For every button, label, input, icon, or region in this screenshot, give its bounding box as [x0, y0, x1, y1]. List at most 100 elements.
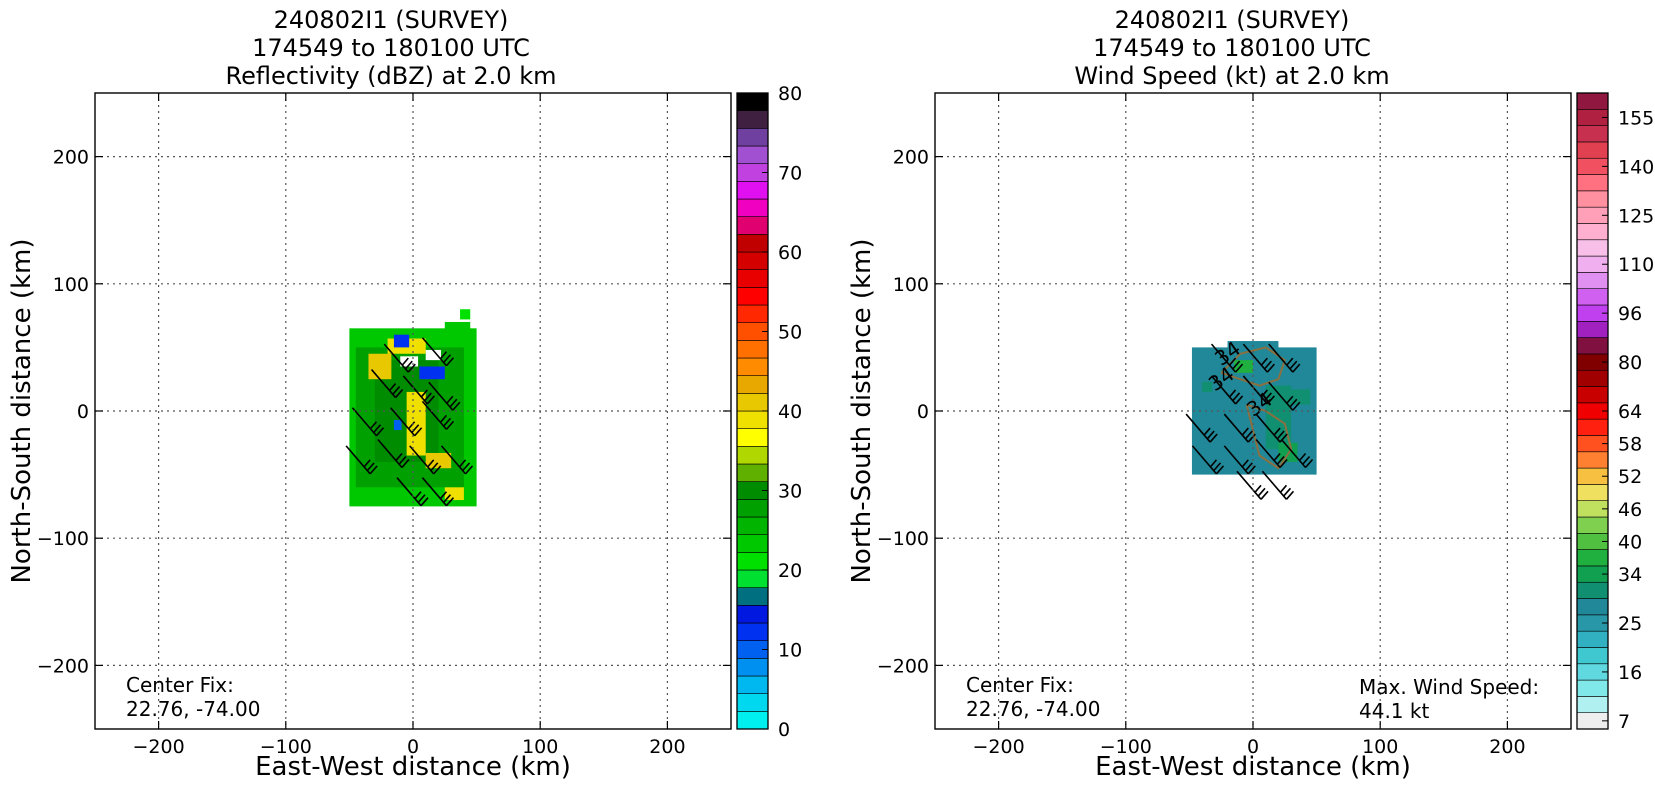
wind-gridlines — [935, 93, 1571, 729]
reflectivity-y-tick-label: 100 — [53, 274, 89, 296]
wind-colorbar-tick-label: 96 — [1618, 303, 1642, 325]
reflectivity-wind-barb — [421, 477, 455, 507]
reflectivity-y-tick-label: 200 — [53, 147, 89, 169]
wind-colorbar-tick-label: 110 — [1618, 254, 1654, 276]
reflectivity-colorbar-bin — [736, 693, 769, 712]
reflectivity-colorbar-ticks: 0 10 20 30 40 50 60 70 80 — [762, 83, 802, 741]
reflectivity-y-tick-label: −200 — [37, 655, 89, 677]
wind-colorbar-bin — [1576, 190, 1609, 208]
reflectivity-colorbar-bin — [736, 128, 769, 147]
wind-wind-barb — [1255, 413, 1288, 443]
reflectivity-wind-barb — [440, 445, 474, 475]
reflectivity-echo-cell — [393, 419, 402, 431]
wind-y-axis-label: North-South distance (km) — [847, 238, 877, 583]
reflectivity-colorbar-bin — [736, 340, 769, 359]
reflectivity-wind-barb — [402, 375, 435, 405]
wind-y-tick-label: 200 — [893, 147, 929, 169]
reflectivity-echo-cell — [460, 309, 471, 320]
reflectivity-colorbar-bin — [736, 181, 769, 200]
reflectivity-colorbar-bin — [736, 446, 769, 465]
wind-colorbar-bin — [1576, 288, 1609, 306]
reflectivity-colorbar-bin — [736, 375, 769, 394]
reflectivity-echo-cell — [425, 452, 452, 469]
reflectivity-colorbar-bin — [736, 534, 769, 553]
wind-wind-barb — [1223, 413, 1256, 443]
wind-colorbar-tick-label: 25 — [1618, 613, 1642, 635]
reflectivity-panel: 240802I1 (SURVEY) 174549 to 180100 UTC R… — [7, 6, 802, 782]
wind-y-tick-label: −100 — [877, 528, 929, 550]
reflectivity-colorbar-tick-label: 0 — [778, 719, 790, 741]
wind-wind-barb — [1185, 413, 1218, 443]
wind-colorbar-bin — [1576, 125, 1609, 143]
wind-colorbar-tick-label: 155 — [1618, 107, 1654, 129]
wind-colorbar-tick-label: 52 — [1618, 466, 1642, 488]
wind-colorbar-tick-label: 46 — [1618, 499, 1642, 521]
reflectivity-data-field — [349, 309, 477, 507]
wind-34kt-contour-line — [1220, 346, 1286, 387]
reflectivity-wind-barb — [383, 343, 416, 373]
reflectivity-colorbar-bin — [736, 569, 769, 588]
reflectivity-colorbar-bin — [736, 269, 769, 288]
reflectivity-y-tick-label: −100 — [37, 528, 89, 550]
wind-wind-barb — [1191, 445, 1225, 475]
wind-colorbar-bin — [1576, 598, 1609, 616]
reflectivity-colorbar-bin — [736, 587, 769, 606]
wind-title-line-1: 240802I1 (SURVEY) — [1115, 6, 1350, 34]
wind-wind-barb — [1210, 375, 1244, 405]
wind-colorbar-bin — [1576, 696, 1609, 713]
reflectivity-colorbar-bin — [736, 145, 769, 164]
reflectivity-x-tick-label: 100 — [522, 736, 558, 758]
reflectivity-x-tick-label: 200 — [649, 736, 685, 758]
reflectivity-colorbar-bin — [736, 251, 769, 270]
reflectivity-colorbar-bin — [736, 516, 769, 535]
reflectivity-x-tick-label: −100 — [260, 736, 312, 758]
reflectivity-x-ticks: −200 −100 0 100 200 — [133, 93, 686, 758]
wind-echo-cell — [1202, 381, 1213, 392]
reflectivity-echo-cell — [444, 321, 471, 335]
wind-x-axis-label: East-West distance (km) — [1095, 752, 1411, 782]
wind-title-line-3: Wind Speed (kt) at 2.0 km — [1074, 62, 1389, 90]
reflectivity-center-fix-value: 22.76, -74.00 — [126, 697, 260, 721]
wind-colorbar — [1576, 92, 1609, 730]
wind-wind-barb — [1223, 445, 1256, 475]
wind-colorbar-bin — [1576, 516, 1609, 534]
reflectivity-title-line-1: 240802I1 (SURVEY) — [274, 6, 509, 34]
wind-colorbar-bin — [1576, 581, 1609, 599]
reflectivity-echo-cell — [425, 349, 441, 361]
wind-colorbar-bin — [1576, 418, 1609, 436]
wind-colorbar-tick-label: 58 — [1618, 434, 1642, 456]
wind-colorbar-bin — [1576, 321, 1609, 338]
wind-colorbar-bin — [1576, 92, 1609, 110]
reflectivity-echo-cell — [393, 334, 410, 348]
wind-wind-barb — [1236, 470, 1269, 500]
reflectivity-y-tick-label: 0 — [77, 401, 89, 423]
wind-wind-barb — [1242, 375, 1275, 405]
wind-colorbar-tick-label: 125 — [1618, 205, 1654, 227]
wind-wind-barb — [1280, 438, 1314, 469]
reflectivity-colorbar-bin — [736, 675, 769, 694]
reflectivity-colorbar-bin — [736, 393, 769, 412]
wind-colorbar-tick-label: 80 — [1618, 352, 1642, 374]
wind-center-fix-label: Center Fix: — [966, 673, 1074, 697]
wind-x-tick-label: 200 — [1489, 736, 1525, 758]
reflectivity-colorbar — [736, 92, 769, 730]
reflectivity-echo-cell — [419, 366, 445, 380]
wind-colorbar-ticks: 7 16 25 34 40 46 52 58 64 80 96 110 125 140 155 — [1602, 107, 1654, 733]
wind-x-tick-label: −200 — [973, 736, 1025, 758]
wind-y-tick-label: −200 — [877, 655, 929, 677]
reflectivity-wind-barb — [370, 369, 404, 399]
wind-colorbar-bin — [1576, 679, 1609, 697]
reflectivity-colorbar-tick-label: 20 — [778, 560, 802, 582]
wind-colorbar-bin — [1576, 484, 1609, 501]
reflectivity-colorbar-bin — [736, 110, 769, 129]
reflectivity-echo-cell — [368, 353, 392, 380]
reflectivity-colorbar-bin — [736, 216, 769, 235]
reflectivity-echo-cell — [400, 356, 419, 367]
reflectivity-colorbar-bin — [736, 304, 769, 323]
wind-colorbar-bin — [1576, 174, 1609, 192]
wind-colorbar-tick-label: 7 — [1618, 711, 1630, 733]
wind-colorbar-tick-label: 40 — [1618, 531, 1642, 553]
wind-colorbar-bin — [1576, 386, 1609, 404]
reflectivity-x-tick-label: −200 — [133, 736, 185, 758]
